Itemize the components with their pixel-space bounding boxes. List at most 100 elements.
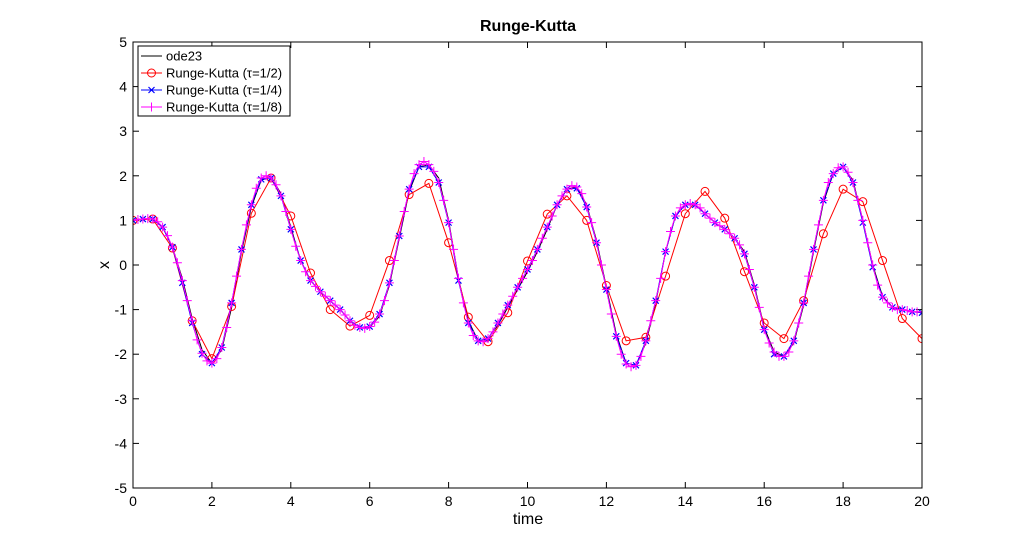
data-point bbox=[621, 336, 631, 346]
x-tick-label: 12 bbox=[599, 493, 615, 509]
data-point bbox=[715, 221, 725, 231]
data-point bbox=[355, 322, 365, 332]
data-point bbox=[611, 331, 621, 341]
data-point bbox=[306, 276, 316, 286]
x-axis-label: time bbox=[513, 511, 543, 528]
data-point bbox=[453, 273, 463, 283]
data-point bbox=[335, 305, 345, 315]
y-tick-label: 2 bbox=[119, 168, 127, 184]
data-point bbox=[680, 209, 690, 219]
data-point bbox=[552, 200, 562, 210]
data-point bbox=[739, 267, 749, 277]
data-point bbox=[680, 200, 690, 210]
x-tick-label: 20 bbox=[914, 493, 930, 509]
data-point bbox=[281, 206, 291, 216]
data-point bbox=[370, 317, 380, 327]
data-point bbox=[444, 218, 454, 228]
data-point bbox=[498, 309, 508, 319]
y-tick-label: 3 bbox=[119, 123, 127, 139]
data-point bbox=[725, 229, 735, 239]
x-tick-label: 2 bbox=[208, 493, 216, 509]
data-point bbox=[261, 171, 271, 181]
data-point bbox=[232, 271, 242, 281]
data-point bbox=[863, 238, 873, 248]
legend-entry: ode23 bbox=[141, 49, 202, 64]
series-line bbox=[133, 176, 922, 360]
data-point bbox=[601, 285, 611, 295]
data-point bbox=[394, 231, 404, 241]
data-point bbox=[636, 351, 646, 361]
data-point bbox=[720, 213, 730, 223]
data-point bbox=[449, 244, 459, 254]
y-tick-label: 1 bbox=[119, 212, 127, 228]
data-point bbox=[809, 244, 819, 254]
data-point bbox=[749, 282, 759, 292]
data-point bbox=[310, 281, 320, 291]
data-point bbox=[236, 244, 246, 254]
data-point bbox=[577, 189, 587, 199]
data-point bbox=[463, 318, 473, 328]
data-point bbox=[399, 206, 409, 216]
data-point bbox=[858, 215, 868, 225]
data-point bbox=[513, 282, 523, 292]
data-point bbox=[784, 347, 794, 357]
data-point bbox=[286, 224, 296, 234]
data-point bbox=[527, 256, 537, 266]
data-point bbox=[670, 211, 680, 221]
legend-marker bbox=[147, 102, 156, 112]
data-point bbox=[291, 241, 301, 251]
data-point bbox=[833, 163, 843, 173]
data-point bbox=[241, 220, 251, 230]
data-point bbox=[848, 177, 858, 187]
data-point bbox=[212, 354, 222, 364]
data-point bbox=[917, 307, 922, 317]
legend-entry: Runge-Kutta (τ=1/2) bbox=[141, 66, 282, 81]
data-point bbox=[720, 224, 730, 234]
data-point bbox=[414, 160, 424, 170]
chart-title: Runge-Kutta bbox=[480, 18, 576, 35]
data-point bbox=[878, 292, 888, 302]
data-point bbox=[631, 360, 641, 370]
legend-label: Runge-Kutta (τ=1/2) bbox=[166, 66, 282, 81]
data-point bbox=[360, 323, 370, 333]
data-point bbox=[705, 213, 715, 223]
data-point bbox=[419, 157, 429, 167]
data-point bbox=[266, 173, 276, 183]
data-point bbox=[251, 183, 261, 193]
data-point bbox=[838, 162, 848, 172]
data-point bbox=[562, 184, 572, 194]
data-point bbox=[804, 271, 814, 281]
data-point bbox=[325, 305, 335, 315]
data-point bbox=[818, 229, 828, 239]
data-point bbox=[646, 316, 656, 326]
data-point bbox=[542, 209, 552, 219]
data-point bbox=[163, 231, 173, 241]
data-point bbox=[868, 260, 878, 270]
data-point bbox=[177, 276, 187, 286]
data-point bbox=[379, 296, 389, 306]
legend-marker bbox=[148, 86, 155, 94]
data-point bbox=[409, 169, 419, 179]
legend-box bbox=[137, 45, 291, 117]
y-tick-label: -3 bbox=[115, 391, 128, 407]
data-point bbox=[345, 316, 355, 326]
data-point bbox=[256, 173, 266, 183]
data-point bbox=[675, 203, 685, 213]
data-point bbox=[315, 287, 325, 297]
data-point bbox=[518, 273, 528, 283]
data-point bbox=[878, 256, 888, 266]
legend-entry: Runge-Kutta (τ=1/8) bbox=[141, 100, 282, 115]
data-point bbox=[897, 305, 907, 315]
data-point bbox=[350, 320, 360, 330]
data-point bbox=[148, 214, 158, 224]
data-point bbox=[424, 178, 434, 188]
data-point bbox=[685, 198, 695, 208]
legend-label: Runge-Kutta (τ=1/4) bbox=[166, 83, 282, 98]
data-point bbox=[818, 195, 828, 205]
data-point bbox=[384, 278, 394, 288]
x-tick-label: 16 bbox=[756, 493, 772, 509]
data-point bbox=[301, 267, 311, 277]
data-point bbox=[493, 318, 503, 328]
data-point bbox=[404, 184, 414, 194]
